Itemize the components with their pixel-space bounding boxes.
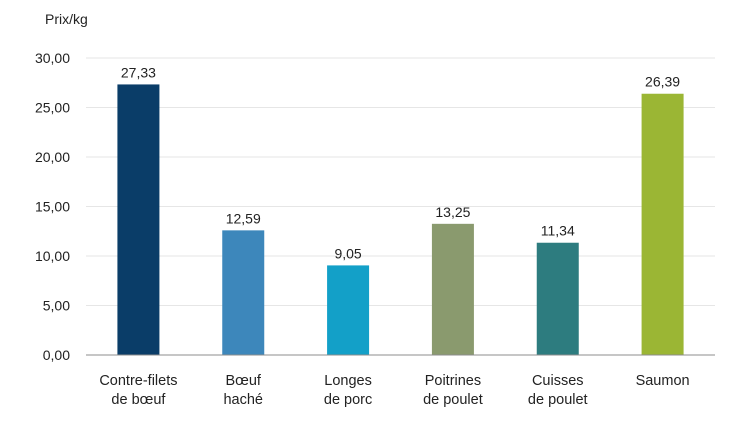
data-labels: 27,33 12,59 9,05 13,25 11,34 26,39 [121,64,680,261]
x-axis-categories: Contre-filets de bœuf Bœuf haché Longes de po… [99,373,689,408]
y-axis-ticks: 0,00 5,00 10,00 15,00 20,00 25,00 30,00 [35,50,70,363]
y-axis-title: Prix/kg [45,11,88,27]
bars [117,84,684,356]
x-category-label: Contre-filets [99,373,177,389]
y-tick-label: 10,00 [35,248,70,264]
y-tick-label: 15,00 [35,199,70,215]
gridlines [86,57,715,306]
x-category-label: Cuisses [532,373,584,389]
x-category-label: haché [223,392,263,408]
data-label: 9,05 [334,245,361,261]
bar [222,230,265,355]
data-label: 13,25 [435,204,470,220]
y-tick-label: 25,00 [35,100,70,116]
data-label: 26,39 [645,74,680,90]
x-category-label: de poulet [423,392,483,408]
y-tick-label: 0,00 [43,347,70,363]
bar [536,242,579,355]
data-label: 27,33 [121,64,156,80]
y-tick-label: 20,00 [35,149,70,165]
x-category-label: Poitrines [425,373,481,389]
data-label: 11,34 [541,223,575,239]
y-tick-label: 30,00 [35,50,70,66]
bar [327,265,370,355]
x-category-label: Bœuf [226,373,262,389]
y-tick-label: 5,00 [43,298,70,314]
x-category-label: Longes [324,373,372,389]
x-category-label: de poulet [528,392,588,408]
x-category-label: de bœuf [111,392,166,408]
bar [641,93,684,355]
bar [117,84,160,356]
data-label: 12,59 [226,210,261,226]
x-category-label: de porc [324,392,372,408]
x-category-label: Saumon [636,373,690,389]
bar [431,223,474,355]
